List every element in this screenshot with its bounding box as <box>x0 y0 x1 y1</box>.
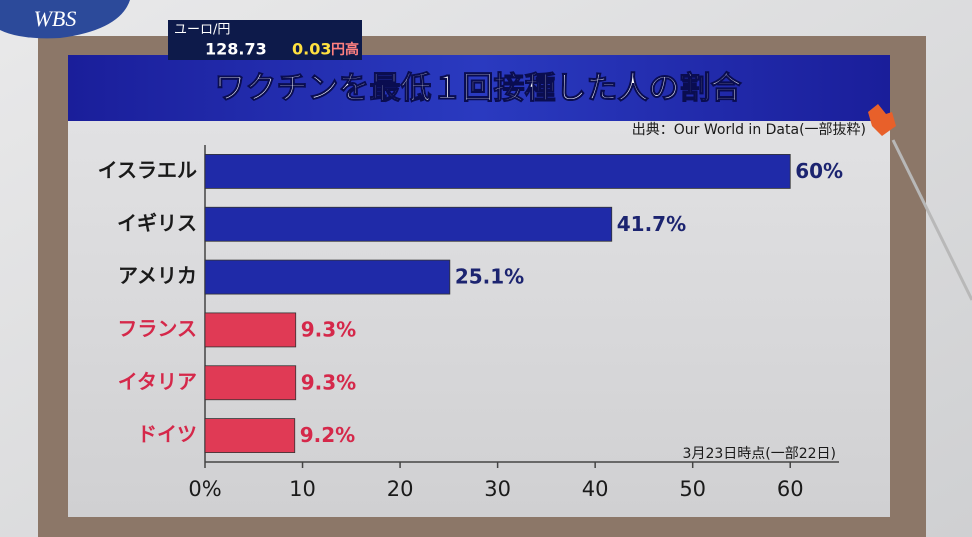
bar <box>204 154 791 189</box>
bar <box>204 418 296 453</box>
bar <box>204 365 297 401</box>
pointer-hand <box>868 104 896 136</box>
x-tick-label: 50 <box>679 477 706 501</box>
ticker-change: 0.03 <box>292 40 331 59</box>
note: 3月23日時点(一部22日) <box>683 446 836 462</box>
chart-title: ワクチンを最低１回接種した人の割合 <box>215 71 742 107</box>
value-label: 9.3% <box>301 317 356 341</box>
value-label: 9.2% <box>300 423 355 447</box>
x-tick-label: 20 <box>387 477 414 501</box>
x-tick-label: 60 <box>777 477 804 501</box>
x-tick-label: 10 <box>289 477 316 501</box>
value-label: 41.7% <box>617 212 686 236</box>
x-tick-label: 0% <box>188 477 221 501</box>
pointer-stick <box>891 139 972 301</box>
x-tick-label: 40 <box>582 477 609 501</box>
bar <box>204 259 451 295</box>
logo: WBS <box>34 6 77 31</box>
title-bar <box>68 55 890 121</box>
x-tick-label: 30 <box>484 477 511 501</box>
value-label: 9.3% <box>301 370 356 394</box>
ticker-box <box>168 20 362 60</box>
ticker-rate: 128.73 <box>205 40 267 59</box>
category-label: イスラエル <box>98 158 197 182</box>
bar <box>204 206 613 242</box>
category-label: フランス <box>117 316 197 340</box>
logo-badge <box>0 0 130 39</box>
category-label: アメリカ <box>118 264 197 288</box>
value-label: 60% <box>795 159 843 183</box>
value-label: 25.1% <box>455 265 524 289</box>
category-label: ドイツ <box>137 422 197 446</box>
ticker-direction: 円高 <box>331 41 359 58</box>
bar <box>204 312 297 348</box>
ticker-label: ユーロ/円 <box>174 23 230 38</box>
source: 出典：Our World in Data(一部抜粋) <box>632 122 866 138</box>
category-label: イギリス <box>117 211 197 235</box>
category-label: イタリア <box>118 369 197 393</box>
